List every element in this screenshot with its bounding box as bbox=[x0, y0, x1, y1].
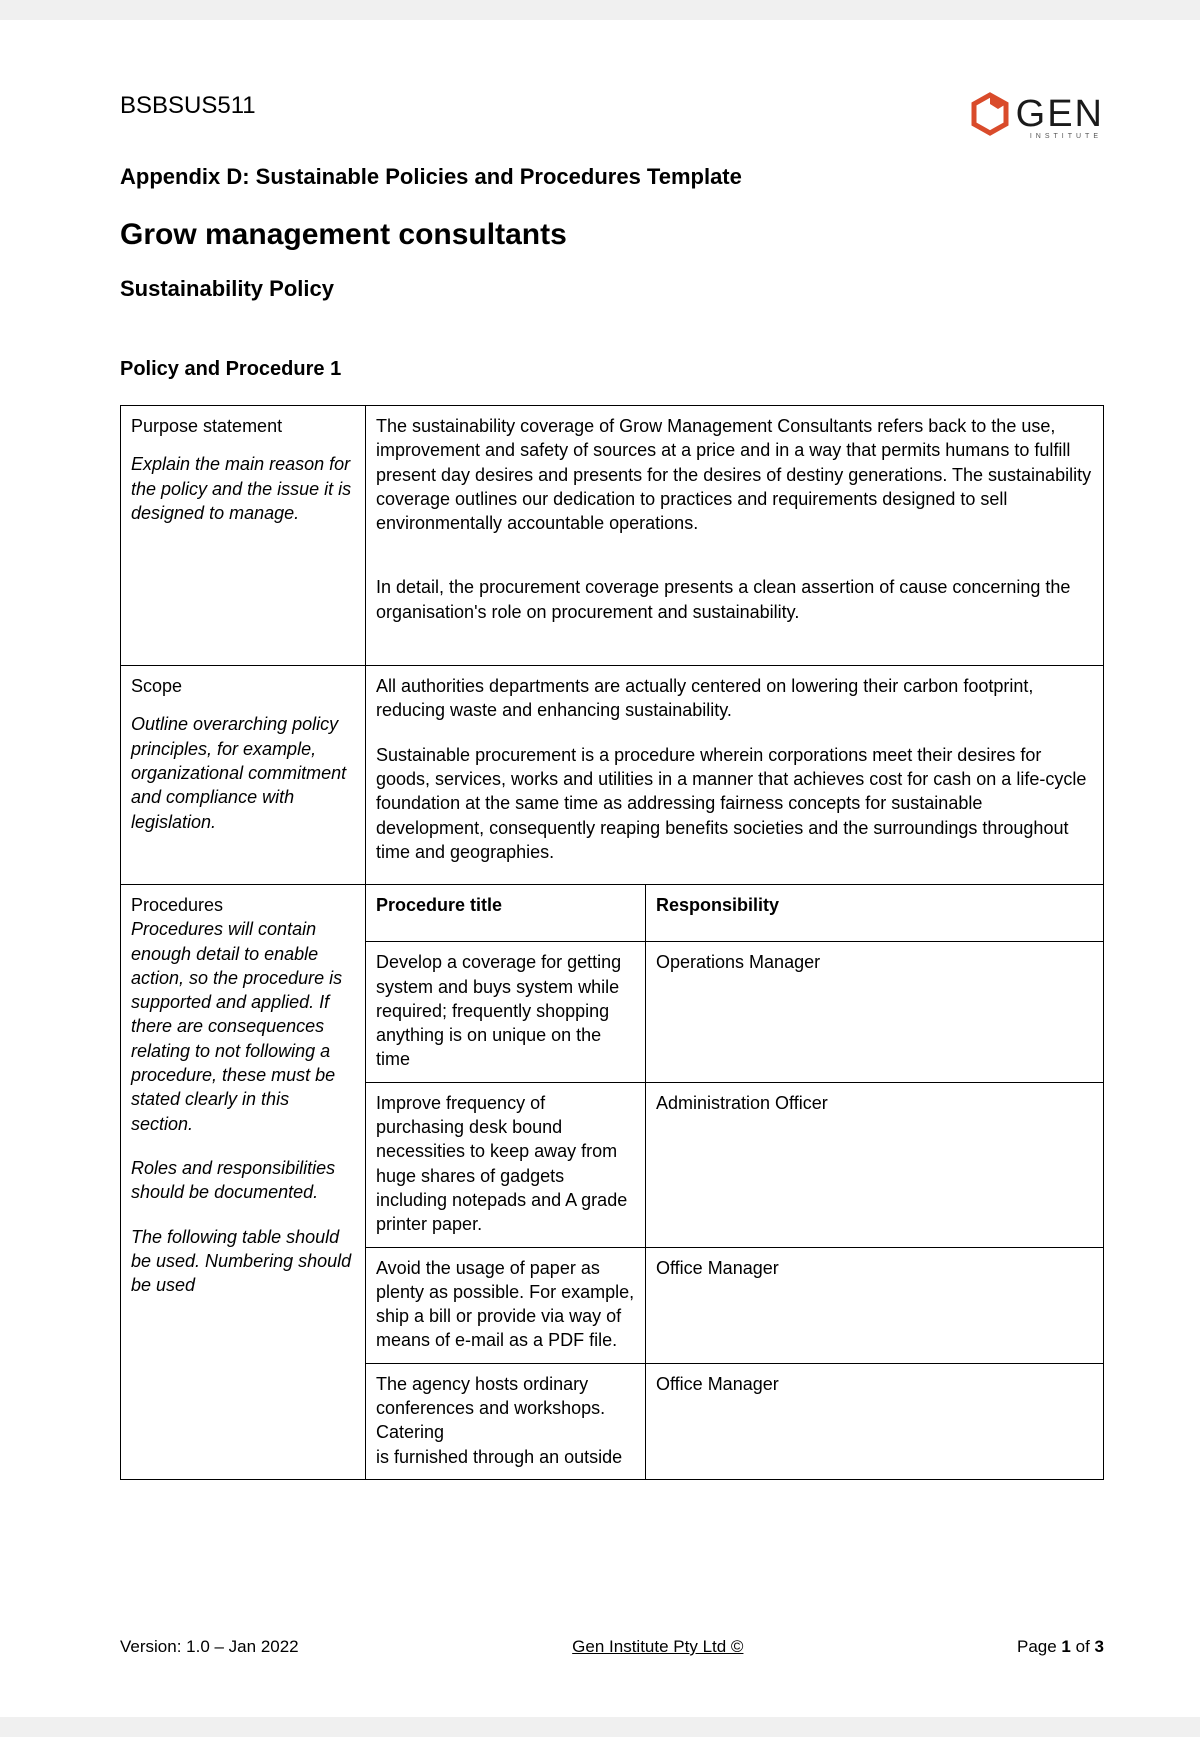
table-row: Purpose statement Explain the main reaso… bbox=[121, 406, 1104, 666]
content-para: Sustainable procurement is a procedure w… bbox=[376, 743, 1093, 864]
appendix-title: Appendix D: Sustainable Policies and Pro… bbox=[120, 164, 1104, 190]
document-page: BSBSUS511 GEN INSTITUTE Appendix D: Sust… bbox=[0, 20, 1200, 1717]
logo-icon bbox=[968, 92, 1012, 136]
pp-section-heading: Policy and Procedure 1 bbox=[120, 358, 1104, 381]
course-code: BSBSUS511 bbox=[120, 92, 256, 120]
logo-text: GEN bbox=[1016, 93, 1104, 135]
row-desc: Outline overarching policy principles, f… bbox=[131, 712, 355, 833]
responsibility-cell: Administration Officer bbox=[646, 1082, 1104, 1247]
table-row: Procedures Procedures will contain enoug… bbox=[121, 884, 1104, 941]
scope-label-cell: Scope Outline overarching policy princip… bbox=[121, 666, 366, 885]
responsibility-cell: Office Manager bbox=[646, 1363, 1104, 1479]
footer-copyright: Gen Institute Pty Ltd © bbox=[572, 1637, 743, 1657]
logo: GEN INSTITUTE bbox=[968, 92, 1104, 136]
row-desc: Explain the main reason for the policy a… bbox=[131, 452, 355, 525]
row-label: Purpose statement bbox=[131, 414, 355, 438]
procedure-title-cell: The agency hosts ordinary conferences an… bbox=[366, 1363, 646, 1479]
table-row: Scope Outline overarching policy princip… bbox=[121, 666, 1104, 885]
row-desc: The following table should be used. Numb… bbox=[131, 1225, 355, 1298]
content-para: The sustainability coverage of Grow Mana… bbox=[376, 414, 1093, 535]
purpose-content-cell: The sustainability coverage of Grow Mana… bbox=[366, 406, 1104, 666]
responsibility-header: Responsibility bbox=[646, 884, 1104, 941]
content-para: In detail, the procurement coverage pres… bbox=[376, 575, 1093, 624]
content-para: All authorities departments are actually… bbox=[376, 674, 1093, 723]
procedure-title-cell: Avoid the usage of paper as plenty as po… bbox=[366, 1247, 646, 1363]
footer-version: Version: 1.0 – Jan 2022 bbox=[120, 1637, 299, 1657]
row-desc: Procedures will contain enough detail to… bbox=[131, 917, 355, 1136]
procedure-title-cell: Develop a coverage for getting system an… bbox=[366, 942, 646, 1082]
row-label: Procedures bbox=[131, 893, 355, 917]
procedures-label-cell: Procedures Procedures will contain enoug… bbox=[121, 884, 366, 1479]
policy-heading: Sustainability Policy bbox=[120, 276, 1104, 302]
logo-subtext: INSTITUTE bbox=[1030, 133, 1102, 140]
row-label: Scope bbox=[131, 674, 355, 698]
procedure-title-cell: Improve frequency of purchasing desk bou… bbox=[366, 1082, 646, 1247]
responsibility-cell: Operations Manager bbox=[646, 942, 1104, 1082]
scope-content-cell: All authorities departments are actually… bbox=[366, 666, 1104, 885]
policy-table: Purpose statement Explain the main reaso… bbox=[120, 405, 1104, 1480]
page-header: BSBSUS511 GEN INSTITUTE bbox=[120, 92, 1104, 136]
procedure-title-header: Procedure title bbox=[366, 884, 646, 941]
responsibility-cell: Office Manager bbox=[646, 1247, 1104, 1363]
purpose-label-cell: Purpose statement Explain the main reaso… bbox=[121, 406, 366, 666]
page-footer: Version: 1.0 – Jan 2022 Gen Institute Pt… bbox=[120, 1637, 1104, 1657]
footer-page: Page 1 of 3 bbox=[1017, 1637, 1104, 1657]
company-title: Grow management consultants bbox=[120, 218, 1104, 252]
row-desc: Roles and responsibilities should be doc… bbox=[131, 1156, 355, 1205]
